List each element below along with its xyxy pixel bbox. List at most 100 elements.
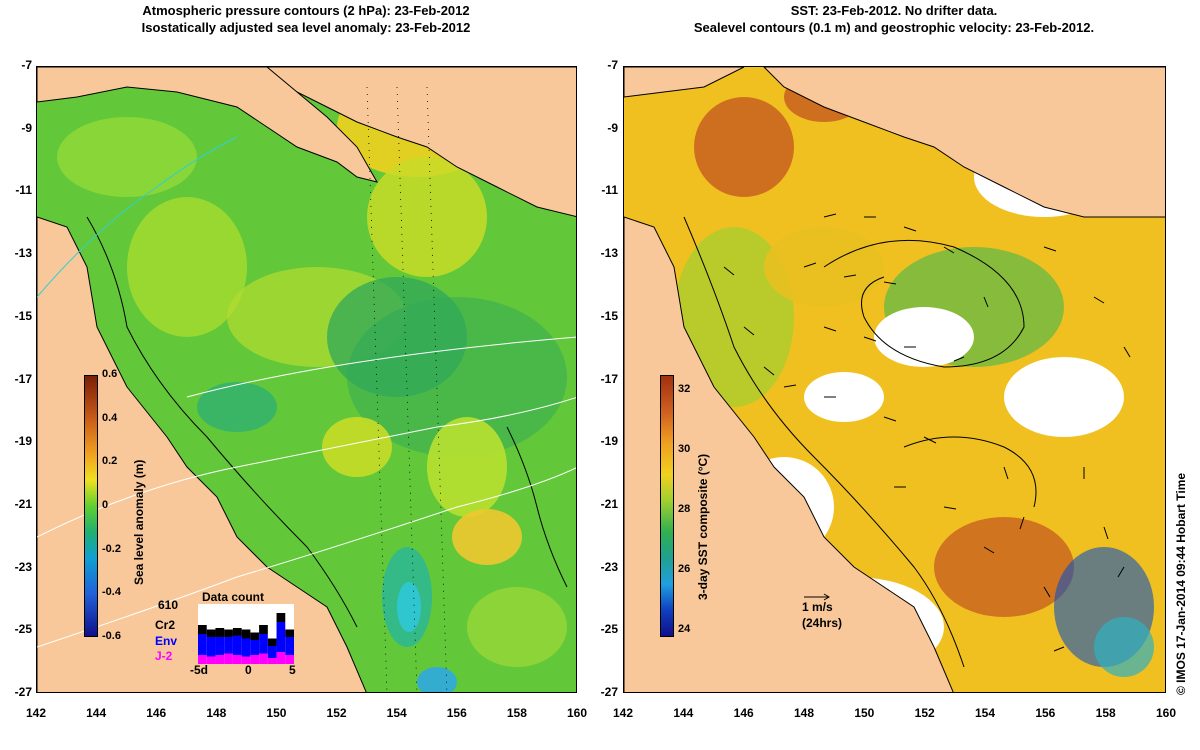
sla-colorbar-tick: 0.2	[102, 455, 118, 468]
right-x-tick: 156	[1035, 706, 1056, 720]
sst-colorbar-tick: 28	[678, 503, 691, 515]
sst-map-panel	[623, 66, 1166, 693]
data-count-bar-env	[215, 637, 225, 655]
right-x-tick: 152	[914, 706, 935, 720]
data-count-bar-j2	[224, 653, 233, 664]
left-x-tick: 152	[326, 706, 347, 720]
data-count-bar-cr2	[198, 625, 207, 634]
right-y-tick: -7	[607, 58, 618, 72]
sst-colorbar-tick: 26	[678, 563, 691, 575]
data-count-bar-j2	[232, 655, 242, 664]
data-count-bar-j2	[250, 655, 260, 664]
data-count-bar-cr2	[276, 613, 286, 622]
left-y-tick: -19	[14, 434, 32, 449]
data-count-bar-env	[232, 635, 242, 655]
right-x-tick: 158	[1095, 706, 1116, 720]
data-count-bar-cr2	[267, 638, 277, 646]
inset-count: 610	[158, 598, 179, 612]
right-y-tick: -21	[600, 496, 618, 511]
data-count-bar-cr2	[241, 629, 251, 639]
right-y-tick: -11	[601, 183, 618, 198]
left-title-line1: Atmospheric pressure contours (2 hPa): 2…	[142, 3, 470, 18]
sla-map-panel	[36, 66, 577, 693]
sla-colorbar-tick: 0	[102, 499, 109, 511]
data-count-bar-cr2	[215, 628, 225, 637]
data-count-bar-j2	[267, 658, 277, 664]
data-count-bar-cr2	[206, 629, 216, 637]
right-y-tick: -27	[600, 685, 618, 699]
left-x-tick: 160	[566, 706, 588, 720]
right-title-line1: SST: 23-Feb-2012. No drifter data.	[790, 3, 998, 18]
data-count-bar-env	[267, 646, 277, 658]
left-x-tick: 144	[86, 706, 107, 720]
velocity-scale-arrow	[804, 593, 830, 601]
sst-map-svg	[624, 67, 1165, 692]
data-count-bar-env	[250, 640, 260, 655]
left-y-tick: -23	[14, 559, 32, 574]
data-count-bar-j2	[285, 655, 294, 664]
right-y-tick: -25	[600, 622, 618, 637]
inset-series-env: Env	[155, 634, 178, 648]
inset-xtick-end: 5	[289, 663, 296, 677]
inset-series-j2: J-2	[155, 649, 173, 663]
data-count-bar-env	[241, 638, 251, 657]
right-y-tick: -19	[600, 434, 618, 449]
data-count-bar-j2	[215, 655, 225, 664]
right-y-tick: -15	[600, 308, 618, 323]
right-y-tick: -23	[600, 559, 618, 574]
right-x-tick: 146	[733, 706, 754, 720]
left-y-tick: -11	[15, 183, 32, 198]
right-y-tick: -17	[600, 371, 618, 386]
sla-colorbar-tick: 0.4	[102, 411, 118, 424]
sst-colorbar-label: 3-day SST composite (°C)	[696, 453, 710, 600]
right-x-tick: 150	[854, 706, 875, 720]
left-y-tick: -7	[21, 58, 32, 72]
right-x-tick: 154	[974, 706, 996, 720]
sst-colorbar-tick: 30	[678, 443, 691, 455]
inset-xtick-start: -5d	[190, 663, 208, 677]
velocity-scale-note: (24hrs)	[802, 616, 843, 630]
left-y-tick: -21	[14, 496, 32, 511]
data-count-chart	[198, 604, 294, 664]
left-y-tick: -15	[14, 308, 32, 323]
sla-colorbar	[84, 375, 98, 637]
left-title-line2: Isostatically adjusted sea level anomaly…	[141, 20, 471, 35]
inset-title: Data count	[202, 590, 265, 604]
sla-map-svg	[37, 67, 576, 692]
right-y-tick: -9	[607, 120, 618, 135]
sla-colorbar-tick: -0.6	[102, 630, 121, 642]
data-count-bar-j2	[276, 652, 286, 664]
sla-colorbar-label: Sea level anomaly (m)	[132, 459, 146, 585]
data-count-bar-j2	[259, 653, 268, 664]
data-count-bar-env	[285, 637, 294, 655]
left-y-tick: -9	[21, 120, 32, 135]
left-x-tick: 158	[506, 706, 527, 720]
data-count-bar-env	[276, 622, 286, 652]
left-y-tick: -17	[14, 371, 32, 386]
data-count-bar-cr2	[259, 625, 268, 634]
left-y-tick: -25	[14, 622, 32, 637]
inset-series-cr2: Cr2	[155, 618, 176, 632]
sst-colorbar-tick: 32	[678, 383, 691, 395]
sla-colorbar-tick: -0.2	[102, 542, 121, 555]
right-x-tick: 144	[673, 706, 694, 720]
data-count-bar-env	[224, 637, 233, 654]
right-y-tick: -13	[600, 246, 618, 261]
data-count-bar-cr2	[285, 629, 294, 637]
credit-text: © IMOS 17-Jan-2014 09:44 Hobart Time	[1174, 472, 1188, 695]
data-count-bar-j2	[241, 656, 251, 664]
right-x-tick: 160	[1155, 706, 1177, 720]
left-y-tick: -27	[14, 685, 32, 699]
left-x-tick: 148	[206, 706, 227, 720]
left-y-tick: -13	[14, 246, 32, 261]
inset-xtick-mid: 0	[245, 663, 252, 677]
left-x-tick: 146	[146, 706, 167, 720]
sla-colorbar-tick: 0.6	[102, 368, 118, 380]
left-x-tick: 154	[386, 706, 407, 720]
data-count-bar-j2	[198, 655, 207, 664]
sla-colorbar-tick: -0.4	[102, 586, 121, 599]
sst-colorbar	[660, 375, 674, 637]
data-count-bar-env	[206, 637, 216, 657]
right-title-line2: Sealevel contours (0.1 m) and geostrophi…	[693, 20, 1095, 35]
data-count-bar-j2	[206, 656, 216, 664]
